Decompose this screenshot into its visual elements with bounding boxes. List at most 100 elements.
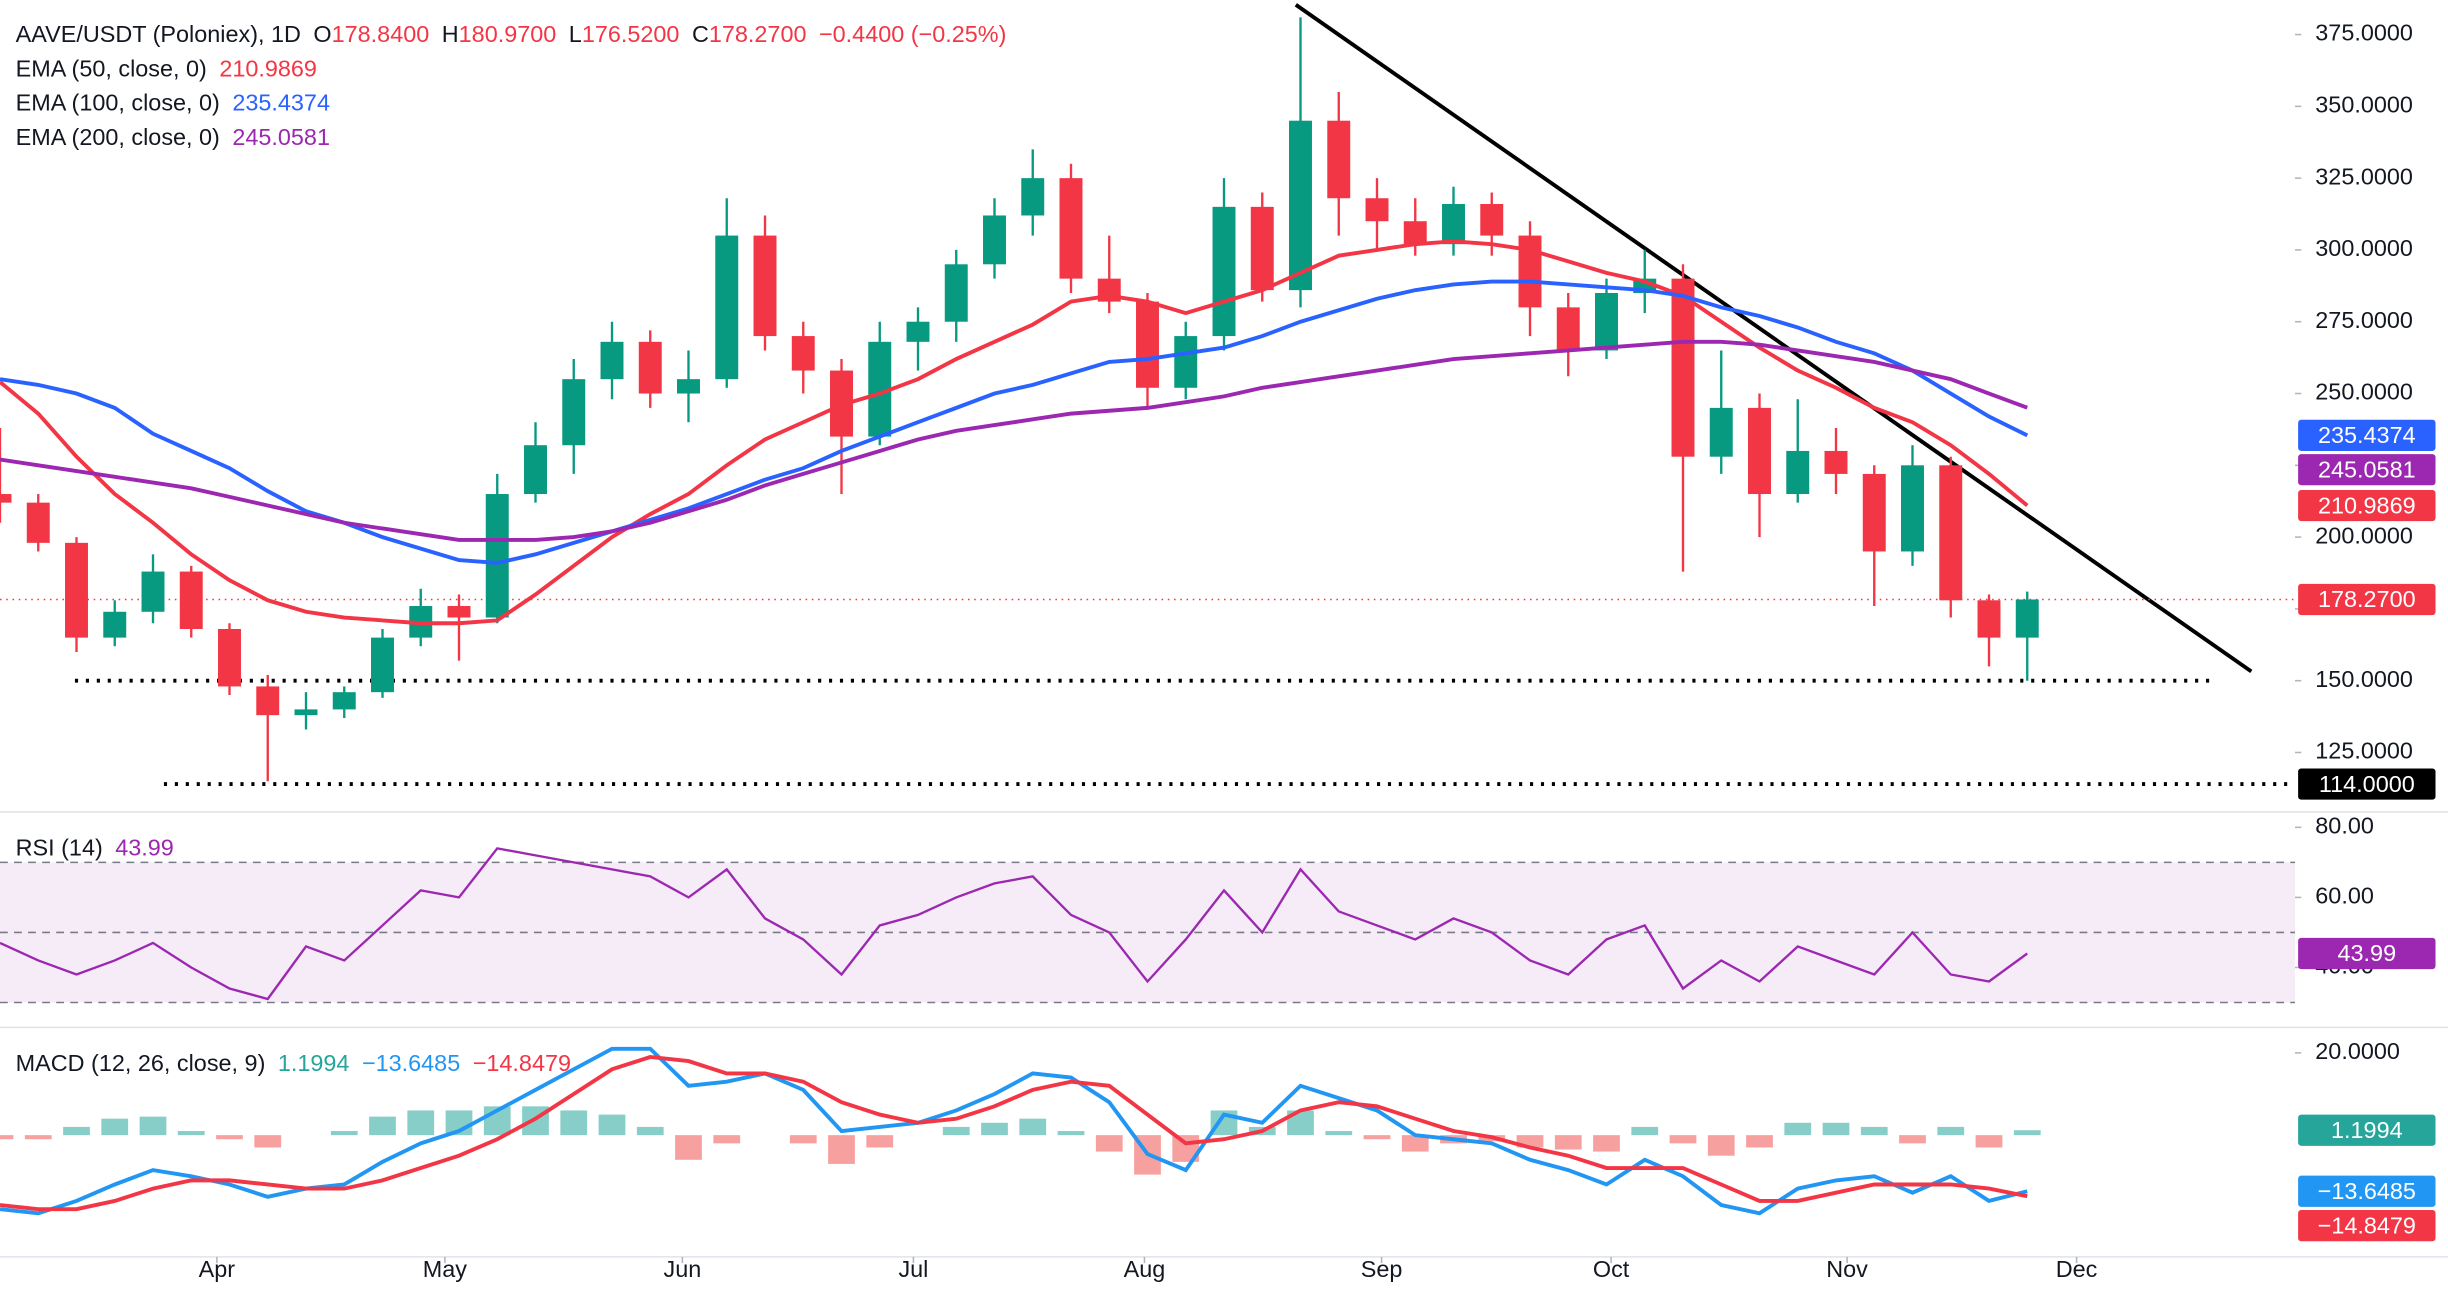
candle-body <box>26 502 50 543</box>
candle-body <box>65 542 88 638</box>
macd-histogram-bar <box>1019 1118 1047 1136</box>
macd-badge <box>2298 1175 2436 1207</box>
macd-histogram-bar <box>369 1116 396 1136</box>
candle-body <box>791 336 815 371</box>
rsi-name: RSI (14) <box>16 835 103 861</box>
candle-body <box>1862 473 1886 552</box>
candle-body <box>1901 465 1924 552</box>
macd-histogram-bar <box>560 1110 588 1136</box>
y-tick-label: 250.0000 <box>2315 379 2413 405</box>
macd-histogram-bar <box>407 1110 435 1136</box>
macd-histogram-bar <box>1363 1135 1391 1140</box>
y-tick-label: 200.0000 <box>2315 522 2413 548</box>
ohlc-value: 178.2700 <box>709 21 807 47</box>
y-tick-label: 125.0000 <box>2315 738 2413 764</box>
ema-badge-text: 235.4374 <box>2318 422 2416 448</box>
macd-histogram-bar <box>139 1116 167 1136</box>
macd-histogram-bar <box>330 1131 358 1136</box>
y-tick-label: 325.0000 <box>2315 163 2413 189</box>
candle-body <box>1059 178 1083 279</box>
candle-body <box>1977 600 2001 638</box>
macd-histogram-bar <box>1593 1135 1620 1152</box>
change: −0.4400 (−0.25%) <box>819 21 1006 47</box>
ema-value: 210.9869 <box>219 56 317 82</box>
macd-hist-value: 1.1994 <box>278 1050 350 1076</box>
macd-histogram-bar <box>1095 1135 1123 1152</box>
ema-line <box>0 239 2029 626</box>
candle-body <box>1709 407 1733 457</box>
ema-line <box>0 339 2028 542</box>
candle-body <box>141 571 165 612</box>
macd-value: −14.8479 <box>473 1050 571 1076</box>
candle-body <box>1748 407 1771 495</box>
macd-histogram-bar <box>713 1135 741 1144</box>
x-tick-label: Oct <box>1593 1256 1630 1282</box>
candle-body <box>485 494 509 618</box>
candle-body <box>294 709 318 716</box>
x-tick-label: Aug <box>1124 1256 1166 1282</box>
macd-histogram-bar <box>942 1126 970 1136</box>
candle-body <box>677 379 700 394</box>
macd-badge <box>2298 1210 2436 1242</box>
trend-line <box>1294 3 2253 674</box>
x-tick-label: Dec <box>2056 1256 2098 1282</box>
macd-histogram-bar <box>101 1118 129 1136</box>
candle-body <box>1824 450 1848 474</box>
candle-body <box>332 692 356 710</box>
y-tick-label: 375.0000 <box>2315 20 2413 46</box>
candle-body <box>906 321 930 342</box>
x-tick-label: Jul <box>898 1256 928 1282</box>
ohlc-key: L <box>569 21 582 47</box>
candle-body <box>1442 203 1465 245</box>
candle-body <box>562 379 586 446</box>
candle-body <box>1403 221 1427 245</box>
x-tick-label: Sep <box>1361 1256 1403 1282</box>
macd-histogram-bar <box>1669 1135 1697 1144</box>
macd-histogram-bar <box>866 1135 894 1148</box>
candle-body <box>1136 301 1159 388</box>
candle-body <box>1556 307 1580 351</box>
ohlc-key: O <box>313 21 331 47</box>
macd-histogram-bar <box>828 1135 855 1164</box>
level-badge <box>2298 768 2436 800</box>
ohlc-key: C <box>692 21 709 47</box>
x-tick-label: May <box>423 1256 468 1282</box>
candle-body <box>944 264 968 322</box>
rsi-line <box>0 847 2028 1001</box>
macd-histogram-bar <box>981 1122 1008 1136</box>
candle-body <box>1480 203 1504 236</box>
macd-histogram-bar <box>0 1135 14 1140</box>
candle-body <box>1786 450 1810 495</box>
macd-histogram-bar <box>789 1135 817 1144</box>
ohlc-value: 176.5200 <box>582 21 680 47</box>
ema-value: 235.4374 <box>232 90 330 116</box>
symbol: AAVE/USDT (Poloniex), 1D <box>16 21 301 47</box>
price-badge <box>2298 583 2436 616</box>
macd-histogram-bar <box>1057 1131 1085 1136</box>
macd-histogram-bar <box>216 1135 243 1140</box>
y-tick-label: 60.00 <box>2315 883 2374 909</box>
ema-badge <box>2298 489 2436 522</box>
candle-body <box>1289 120 1312 291</box>
macd-histogram-bar <box>1631 1126 1659 1136</box>
ema-badge-text: 210.9869 <box>2318 492 2416 518</box>
price-badge-text: 178.2700 <box>2318 586 2416 612</box>
level-badge-text: 114.0000 <box>2319 771 2415 797</box>
candle-body <box>1518 235 1542 308</box>
macd-histogram-bar <box>1746 1135 1773 1148</box>
candle-body <box>753 235 777 337</box>
macd-histogram-bar <box>598 1114 626 1136</box>
ohlc-value: 180.9700 <box>459 21 557 47</box>
candle-body <box>0 494 12 503</box>
candle-body <box>1250 206 1274 291</box>
candle-body <box>447 606 471 618</box>
macd-line <box>0 1055 2028 1212</box>
macd-histogram-bar <box>1707 1135 1735 1156</box>
macd-histogram-bar <box>1899 1135 1926 1144</box>
candle-body <box>1021 178 1045 216</box>
candle-body <box>1365 198 1389 222</box>
symbol-legend: AAVE/USDT (Poloniex), 1D O178.8400 H180.97… <box>16 21 1007 47</box>
ema-name: EMA (50, close, 0) <box>16 56 207 82</box>
candle-body <box>638 341 662 394</box>
